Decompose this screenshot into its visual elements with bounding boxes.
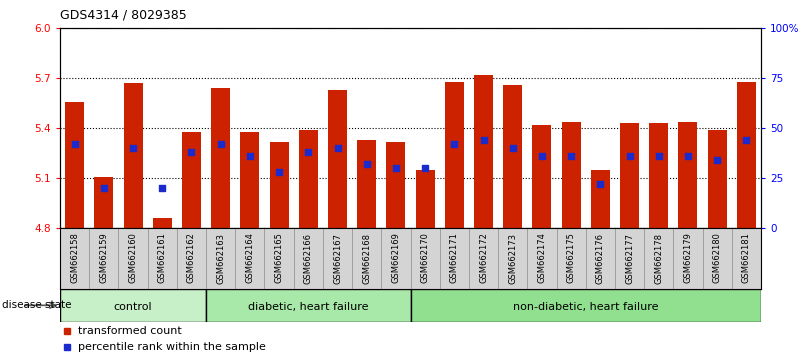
Point [127, 145, 139, 151]
Bar [737, 82, 756, 228]
Bar [445, 82, 464, 228]
Bar [240, 132, 260, 228]
Point [389, 166, 402, 171]
Text: GSM662172: GSM662172 [479, 233, 488, 284]
Bar [533, 125, 551, 228]
Point [506, 145, 519, 151]
Text: GSM662181: GSM662181 [742, 233, 751, 284]
Text: GSM662176: GSM662176 [596, 233, 605, 284]
Point [272, 170, 285, 175]
Text: GSM662175: GSM662175 [566, 233, 576, 284]
Bar [410, 289, 761, 322]
Bar [386, 142, 405, 228]
Bar [65, 102, 84, 228]
Point [68, 142, 81, 147]
Point [594, 182, 606, 187]
Point [215, 142, 227, 147]
Text: GSM662159: GSM662159 [99, 233, 108, 283]
Text: GSM662158: GSM662158 [70, 233, 79, 284]
Point [98, 185, 111, 191]
Bar [299, 130, 318, 228]
Bar [357, 140, 376, 228]
Text: GSM662169: GSM662169 [392, 233, 400, 284]
Point [477, 137, 490, 143]
Point [536, 154, 549, 159]
Text: GSM662171: GSM662171 [450, 233, 459, 284]
Point [448, 142, 461, 147]
Text: diabetic, heart failure: diabetic, heart failure [248, 302, 368, 312]
Point [565, 154, 578, 159]
Text: GSM662164: GSM662164 [245, 233, 255, 284]
Point [185, 149, 198, 155]
Point [710, 158, 723, 163]
Text: GSM662166: GSM662166 [304, 233, 313, 284]
Text: GSM662177: GSM662177 [625, 233, 634, 284]
Bar [650, 123, 668, 228]
Text: percentile rank within the sample: percentile rank within the sample [78, 342, 265, 352]
Bar [503, 85, 522, 228]
Text: GSM662179: GSM662179 [683, 233, 692, 284]
Text: non-diabetic, heart failure: non-diabetic, heart failure [513, 302, 658, 312]
Text: GSM662163: GSM662163 [216, 233, 225, 284]
Bar [270, 142, 288, 228]
Bar [678, 122, 698, 228]
Text: GSM662173: GSM662173 [508, 233, 517, 284]
Point [652, 154, 665, 159]
Point [682, 154, 694, 159]
Text: GSM662161: GSM662161 [158, 233, 167, 284]
Bar [474, 75, 493, 228]
Bar [153, 218, 171, 228]
Bar [211, 88, 230, 228]
Bar [416, 170, 435, 228]
Point [360, 161, 373, 167]
Text: GDS4314 / 8029385: GDS4314 / 8029385 [60, 9, 187, 22]
Bar [562, 122, 581, 228]
Bar [182, 132, 201, 228]
Bar [206, 289, 410, 322]
Point [740, 137, 753, 143]
Text: disease state: disease state [2, 300, 72, 310]
Point [623, 154, 636, 159]
Point [419, 166, 432, 171]
Bar [591, 170, 610, 228]
Text: GSM662174: GSM662174 [537, 233, 546, 284]
Text: GSM662162: GSM662162 [187, 233, 196, 284]
Text: GSM662178: GSM662178 [654, 233, 663, 284]
Text: GSM662165: GSM662165 [275, 233, 284, 284]
Point [302, 149, 315, 155]
Bar [123, 83, 143, 228]
Bar [95, 177, 114, 228]
Point [244, 154, 256, 159]
Text: GSM662170: GSM662170 [421, 233, 429, 284]
Point [156, 185, 169, 191]
Bar [60, 289, 206, 322]
Bar [707, 130, 727, 228]
Text: transformed count: transformed count [78, 326, 181, 336]
Point [331, 145, 344, 151]
Text: GSM662180: GSM662180 [713, 233, 722, 284]
Text: GSM662168: GSM662168 [362, 233, 371, 284]
Text: GSM662160: GSM662160 [129, 233, 138, 284]
Bar [620, 123, 639, 228]
Text: control: control [114, 302, 152, 312]
Bar [328, 90, 347, 228]
Text: GSM662167: GSM662167 [333, 233, 342, 284]
